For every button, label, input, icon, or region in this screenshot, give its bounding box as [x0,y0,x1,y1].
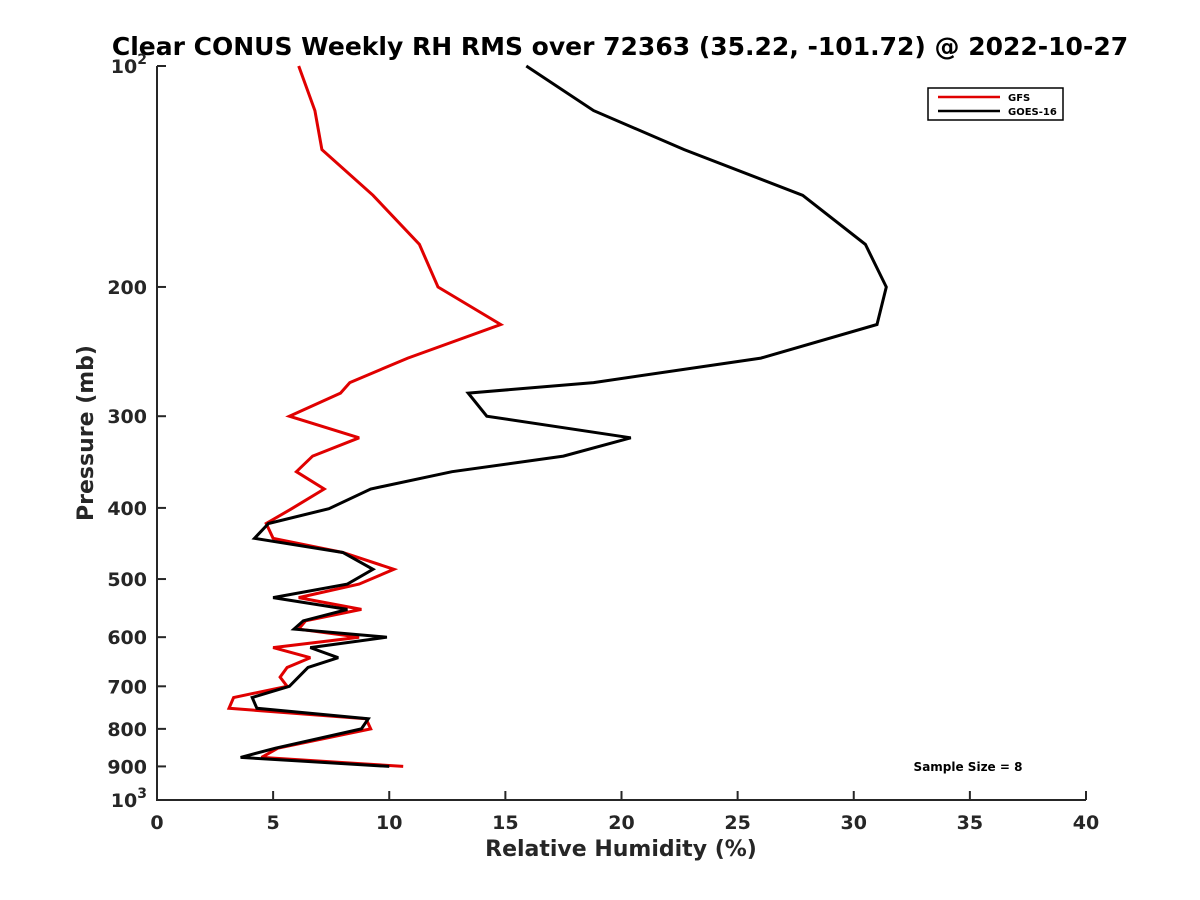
x-axis-ticks: 0 5 10 15 20 25 30 35 40 [150,791,1099,834]
y-tick-label-exponent: 3 [137,786,147,802]
x-tick-label: 20 [608,812,634,834]
legend-box [927,87,1064,121]
x-tick-label: 25 [724,812,750,834]
legend-label-goes16: GOES-16 [1008,107,1057,118]
y-tick-label: 300 [107,406,147,428]
x-tick-label: 15 [492,812,518,834]
series-line-goes16 [240,64,888,768]
x-tick-label: 35 [957,812,983,834]
y-axis-label: Pressure (mb) [74,345,99,521]
x-tick-label: 0 [150,812,163,834]
plot-area: 0 5 10 15 20 25 30 35 40 10220030040050060070080… [107,52,1099,834]
series-line-gfs [226,65,505,768]
chart-title: Clear CONUS Weekly RH RMS over 72363 (35… [112,32,1128,61]
x-tick-label: 30 [841,812,867,834]
legend: GFS GOES-16 [927,87,1064,121]
x-axis-label: Relative Humidity (%) [485,837,757,862]
y-tick-label-base: 10 [111,56,137,78]
y-tick-label: 600 [107,627,147,649]
legend-label-gfs: GFS [1008,93,1030,104]
axis-frame [156,66,1086,801]
y-tick-label: 400 [107,498,147,520]
y-tick-label: 500 [107,569,147,591]
series-group [226,64,888,768]
y-tick-label: 103 [111,786,147,812]
y-tick-label: 900 [107,756,147,778]
x-tick-label: 5 [267,812,280,834]
sample-size-annotation: Sample Size = 8 [914,760,1023,774]
y-tick-label: 102 [111,52,147,78]
x-tick-label: 40 [1073,812,1099,834]
y-tick-label-exponent: 2 [137,52,147,68]
y-tick-label-base: 10 [111,790,137,812]
y-tick-label: 800 [107,719,147,741]
y-tick-label: 200 [107,277,147,299]
x-tick-label: 10 [376,812,402,834]
y-tick-label: 700 [107,676,147,698]
